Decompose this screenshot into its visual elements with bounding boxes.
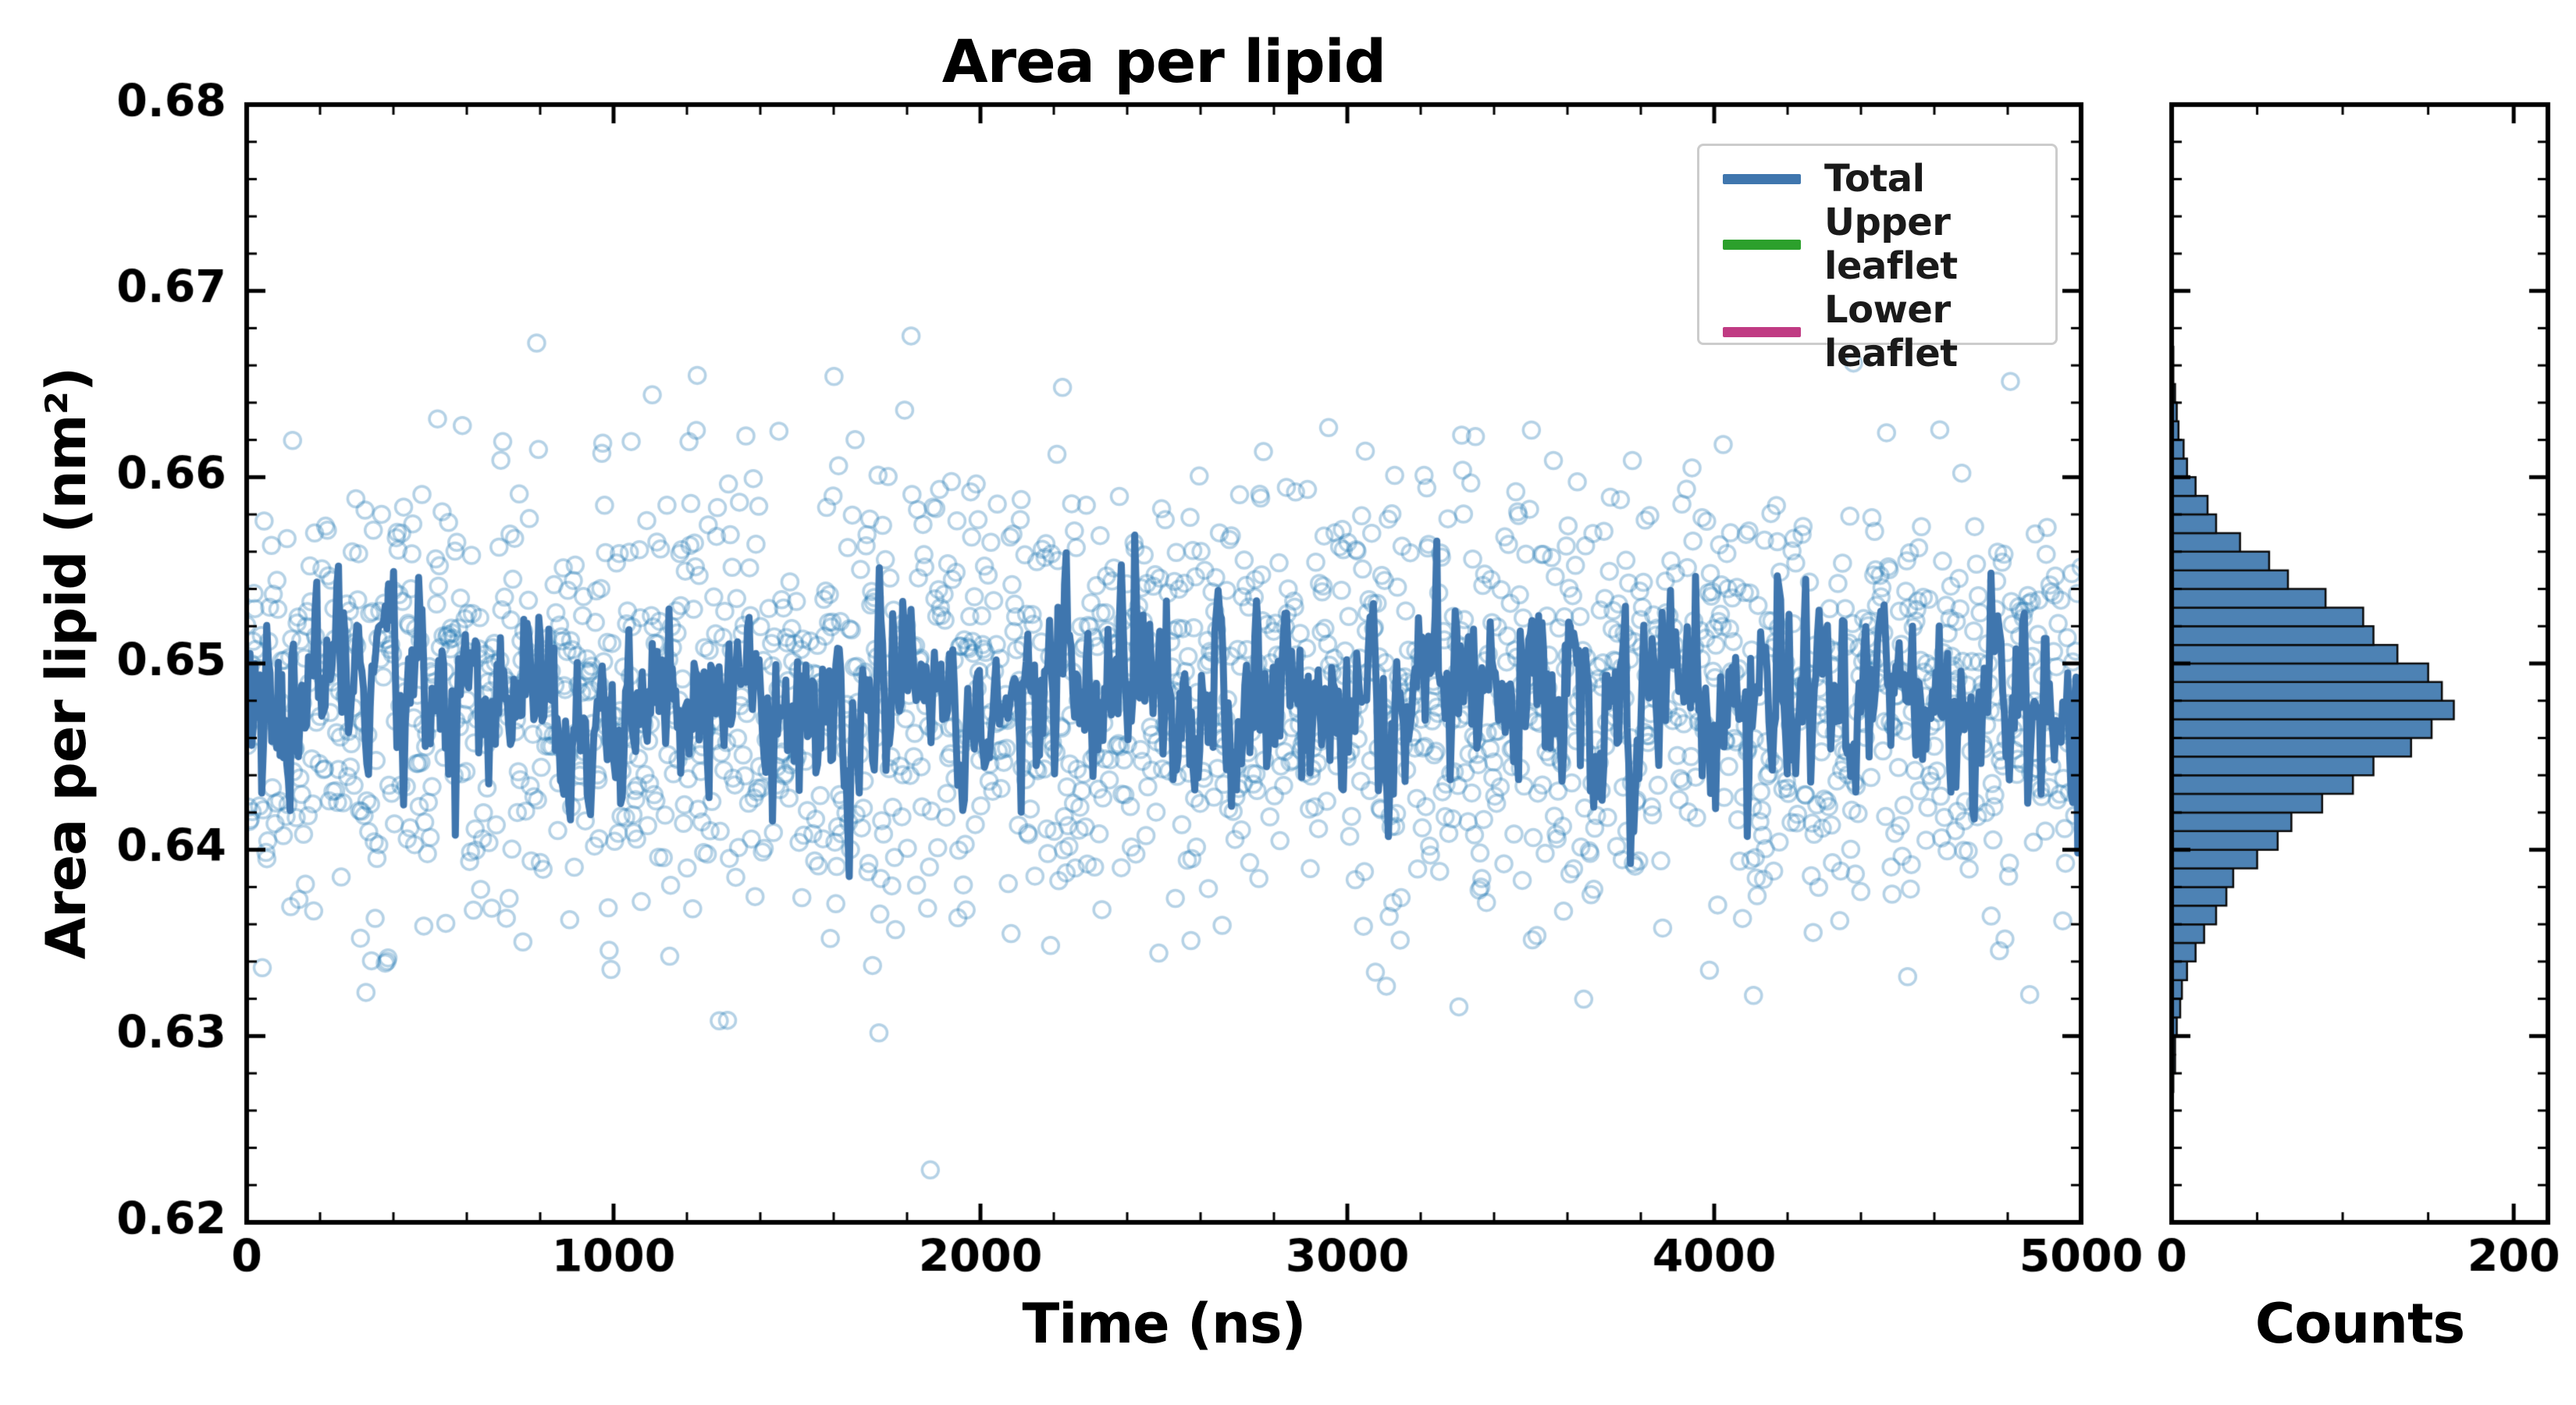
legend-entry-lower-leaflet: Lower leaflet (1723, 288, 2032, 375)
hist-x-axis-label: Counts (2254, 1292, 2465, 1356)
y-axis-label: Area per lipid (nm²) (34, 367, 98, 960)
legend: Total Upper leaflet Lower leaflet (1697, 144, 2058, 375)
total-line-swatch (1723, 173, 1801, 184)
chart-title: Area per lipid (941, 27, 1386, 96)
legend-entry-total: Total (1723, 157, 2032, 201)
upper-leaflet-line-swatch (1723, 239, 1801, 250)
legend-label-upper-leaflet: Upper leaflet (1824, 201, 1958, 288)
legend-label-lower-leaflet: Lower leaflet (1824, 288, 1958, 375)
lower-leaflet-line-swatch (1723, 326, 1801, 337)
x-axis-label: Time (ns) (1022, 1292, 1306, 1356)
legend-entry-upper-leaflet: Upper leaflet (1723, 201, 2032, 288)
legend-label-total: Total (1824, 157, 1925, 201)
